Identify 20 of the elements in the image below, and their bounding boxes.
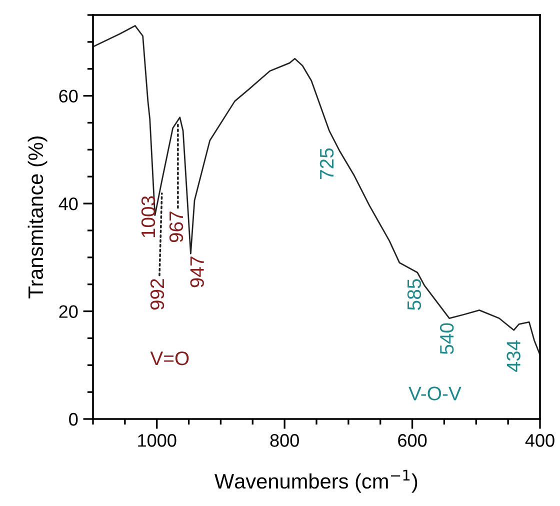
annotation: 1003 <box>141 196 156 238</box>
annotation: V=O <box>150 351 189 366</box>
x-axis-title: Wavenumbers (cm$^{−1}$) <box>214 470 418 493</box>
annotation: 947 <box>190 256 204 288</box>
annotation: 585 <box>407 279 422 310</box>
x-tick-label: 1000 <box>138 434 176 447</box>
x-tick-label: 400 <box>525 434 554 447</box>
y-axis-title: Transmitance (%) <box>28 136 48 298</box>
annotation: 967 <box>169 212 184 242</box>
y-tick-label: 60 <box>59 90 78 103</box>
x-tick-label: 600 <box>398 434 427 447</box>
y-tick-label: 20 <box>59 305 78 318</box>
annotation: 434 <box>506 340 520 372</box>
annotation: 725 <box>320 148 334 180</box>
annotation: 992 <box>150 279 164 310</box>
y-tick-label: 40 <box>58 197 78 210</box>
annotation: 540 <box>440 323 454 354</box>
annotation: V-O-V <box>408 386 462 400</box>
y-tick-label: 0 <box>69 412 78 426</box>
x-tick-label: 800 <box>270 434 299 447</box>
